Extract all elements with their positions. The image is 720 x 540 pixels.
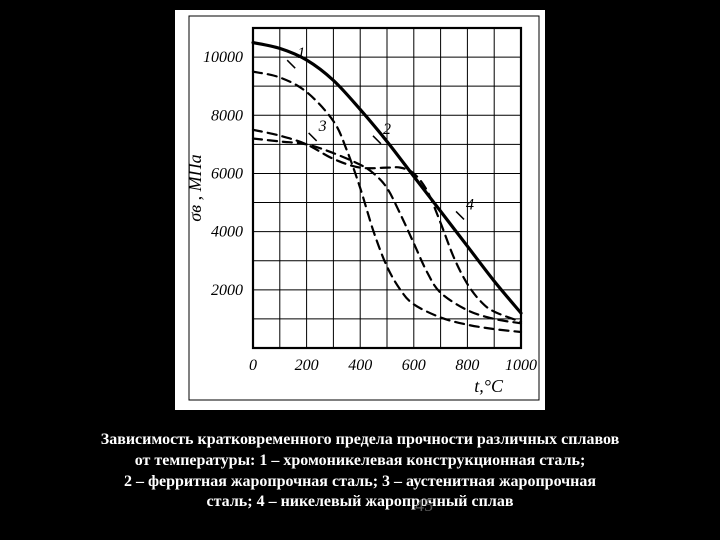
- x-tick-label: 600: [402, 357, 426, 374]
- x-tick-label: 0: [249, 357, 257, 374]
- x-axis-label: t,°C: [474, 376, 504, 396]
- x-tick-label: 1000: [505, 357, 537, 374]
- line-chart: 1 2 3 4 0 200 400 600 800 1000 2000 4000 6000 8000 100…: [175, 10, 545, 410]
- y-tick-label: 6000: [211, 165, 243, 182]
- x-tick-label: 400: [348, 357, 372, 374]
- caption-line: 2 – ферритная жаропрочная сталь; 3 – аус…: [124, 473, 596, 490]
- x-tick-label: 200: [295, 357, 319, 374]
- y-tick-label: 10000: [203, 49, 243, 66]
- y-tick-label: 2000: [211, 282, 243, 299]
- x-tick-label: 800: [455, 357, 479, 374]
- series-label-3: 3: [318, 118, 327, 135]
- series-label-4: 4: [466, 196, 474, 213]
- y-tick-label: 8000: [211, 107, 243, 124]
- caption-line: Зависимость кратковременного предела про…: [101, 431, 619, 448]
- page-number: 45: [415, 495, 433, 516]
- series-label-2: 2: [383, 121, 391, 138]
- y-tick-label: 4000: [211, 224, 243, 241]
- figure-caption: Зависимость кратковременного предела про…: [70, 430, 650, 513]
- caption-line: от температуры: 1 – хромоникелевая конст…: [135, 452, 586, 469]
- series-label-1: 1: [297, 45, 305, 62]
- y-axis-label: σв , МПа: [185, 154, 205, 221]
- caption-line: сталь; 4 – никелевый жаропрочный сплав: [207, 493, 514, 510]
- chart-container: 1 2 3 4 0 200 400 600 800 1000 2000 4000 6000 8000 100…: [175, 10, 545, 410]
